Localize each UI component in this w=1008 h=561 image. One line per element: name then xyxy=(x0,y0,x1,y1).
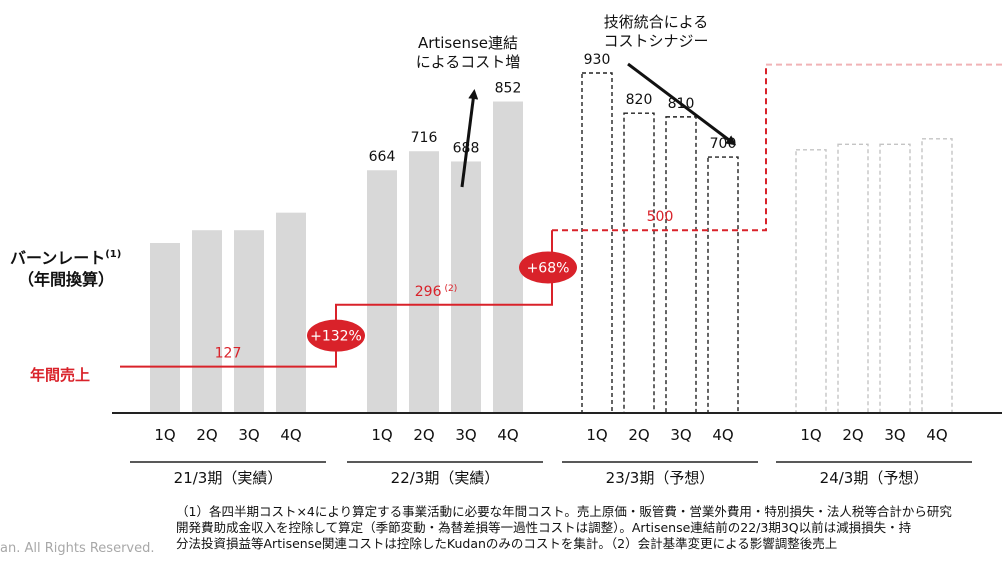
bar-2-2Q xyxy=(623,112,655,414)
annotation-arrows xyxy=(460,62,737,188)
quarter-tick-label: 1Q xyxy=(800,426,821,444)
quarter-tick-label: 2Q xyxy=(196,426,217,444)
bar-0-3Q xyxy=(234,230,264,413)
quarter-tick-label: 2Q xyxy=(628,426,649,444)
cost-synergy-arrow xyxy=(627,62,737,146)
quarter-tick-label: 1Q xyxy=(154,426,175,444)
bar-1-4Q xyxy=(493,101,523,414)
y-axis-subtitle: （年間換算） xyxy=(18,270,115,290)
growth-badge-label: +132% xyxy=(310,329,362,345)
bar-0-1Q xyxy=(150,243,180,413)
quarter-tick-label: 1Q xyxy=(371,426,392,444)
bar-0-4Q xyxy=(276,212,306,413)
bar-value-label: 820 xyxy=(626,92,653,108)
period-label: 23/3期（予想） xyxy=(606,469,715,487)
text-layer: 664 716 688 852 930 820 810 700 1Q 2Q 3Q 4Q 21/3期（実績… xyxy=(130,52,972,487)
quarter-tick-label: 2Q xyxy=(842,426,863,444)
footnote-line-2: 開発費助成金収入を控除して算定（季節変動・為替差損等一過性コストは調整）。Art… xyxy=(176,520,912,535)
bar-1-1Q xyxy=(367,170,397,413)
cost-increase-arrow xyxy=(460,89,479,188)
annotation-cost-synergy: 技術統合による コストシナジー xyxy=(590,13,722,51)
bar-3-2Q xyxy=(837,143,869,414)
revenue-value-label: 296 (2) xyxy=(415,284,457,300)
revenue-line-layer: +132% +68% xyxy=(120,63,1004,368)
quarter-tick-label: 4Q xyxy=(926,426,947,444)
annotation-cost-increase: Artisense連結 によるコスト増 xyxy=(402,34,534,72)
y-axis-title-note: (1) xyxy=(105,249,122,260)
bars-layer xyxy=(150,72,953,414)
annotation-cost-synergy-line1: 技術統合による xyxy=(603,13,709,31)
bar-value-label: 716 xyxy=(411,130,438,146)
bar-value-label: 810 xyxy=(668,96,695,112)
bar-2-3Q xyxy=(665,116,697,414)
bar-2-1Q xyxy=(581,72,613,414)
period-label: 22/3期（実績） xyxy=(391,469,500,487)
period-label: 24/3期（予想） xyxy=(820,469,929,487)
revenue-value-label: 500 xyxy=(647,209,674,225)
revenue-value-label: 127 xyxy=(215,346,242,362)
quarter-tick-label: 3Q xyxy=(238,426,259,444)
bar-2-4Q xyxy=(707,156,739,414)
annotation-cost-increase-line2: によるコスト増 xyxy=(415,53,521,71)
bar-value-label: 930 xyxy=(584,52,611,68)
footnote-line-1: （1）各四半期コスト×4により算定する事業活動に必要な年間コスト。売上原価・販管… xyxy=(176,504,952,519)
growth-badge-label: +68% xyxy=(527,260,570,276)
quarter-tick-label: 4Q xyxy=(497,426,518,444)
bar-value-label: 664 xyxy=(369,149,396,165)
bar-0-2Q xyxy=(192,230,222,413)
revenue-series-label: 年間売上 xyxy=(30,366,91,384)
footnote: （1）各四半期コスト×4により算定する事業活動に必要な年間コスト。売上原価・販管… xyxy=(176,504,1006,552)
quarter-tick-label: 2Q xyxy=(413,426,434,444)
bar-1-3Q xyxy=(451,161,481,413)
quarter-tick-label: 3Q xyxy=(455,426,476,444)
copyright-text: an. All Rights Reserved. xyxy=(0,541,155,556)
quarter-tick-label: 4Q xyxy=(280,426,301,444)
period-label: 21/3期（実績） xyxy=(174,469,283,487)
bar-value-label: 688 xyxy=(453,140,480,156)
y-axis-title: バーンレート(1) （年間換算） xyxy=(10,244,121,291)
bar-3-3Q xyxy=(879,143,911,414)
revenue-line-forecast xyxy=(552,64,767,232)
quarter-tick-label: 4Q xyxy=(712,426,733,444)
y-axis-title-text: バーンレート xyxy=(10,248,106,268)
growth-badge xyxy=(307,319,365,352)
quarter-tick-label: 1Q xyxy=(586,426,607,444)
annotation-cost-increase-line1: Artisense連結 xyxy=(417,34,519,52)
growth-badge xyxy=(519,251,577,284)
bar-1-2Q xyxy=(409,151,439,413)
footnote-line-3: 分法投資損益等Artisense関連コストは控除したKudanのみのコストを集計… xyxy=(176,536,838,551)
bar-value-label: 700 xyxy=(710,136,737,152)
bar-3-1Q xyxy=(795,149,827,414)
bar-value-label: 852 xyxy=(495,81,522,97)
quarter-tick-label: 3Q xyxy=(884,426,905,444)
revenue-value-note: (2) xyxy=(444,284,457,294)
annotation-cost-synergy-line2: コストシナジー xyxy=(603,32,709,50)
bar-3-4Q xyxy=(921,138,953,414)
quarter-tick-label: 3Q xyxy=(670,426,691,444)
